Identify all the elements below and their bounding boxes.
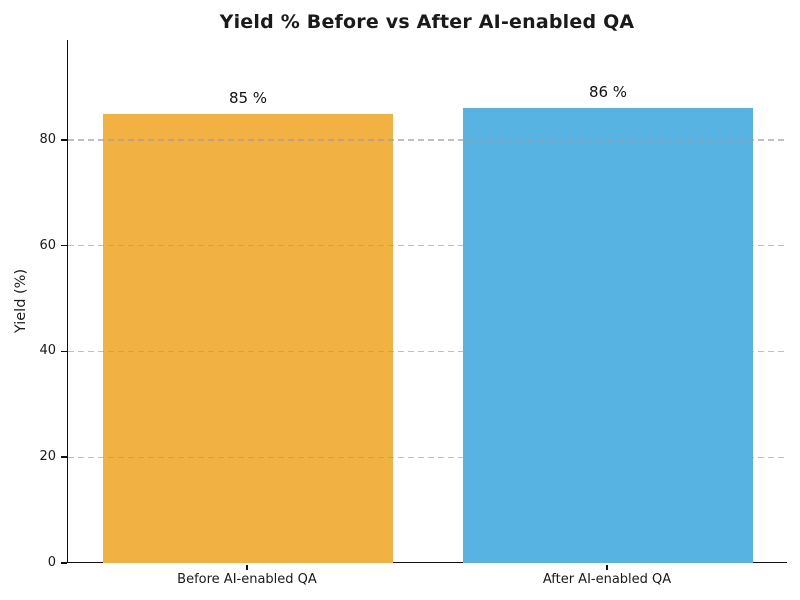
y-tick-mark xyxy=(61,456,67,458)
plot-area: 85 % 86 % xyxy=(67,40,787,563)
y-tick-label: 60 xyxy=(39,237,56,253)
y-tick-mark xyxy=(61,244,67,247)
y-tick-mark xyxy=(61,139,67,141)
y-tick-label: 20 xyxy=(39,449,56,465)
y-tick-label: 0 xyxy=(47,555,56,570)
bar-value-label: 86 % xyxy=(588,83,628,102)
x-tick-mark xyxy=(246,564,248,570)
y-tick-mark xyxy=(61,562,67,564)
y-tick-label: 40 xyxy=(39,343,56,359)
x-tick-mark xyxy=(606,564,608,570)
bar xyxy=(102,113,394,563)
y-axis-label: Yield (%) xyxy=(13,268,29,334)
y-tick-label: 80 xyxy=(39,131,56,147)
y-tick-mark xyxy=(61,350,67,353)
chart-title: Yield % Before vs After AI-enabled QA xyxy=(219,11,635,33)
x-tick-label: After AI-enabled QA xyxy=(542,572,672,587)
bar-value-label: 85 % xyxy=(228,88,268,107)
bars-layer: 85 % 86 % xyxy=(68,40,787,563)
bar xyxy=(462,108,754,563)
x-tick-label: Before AI-enabled QA xyxy=(177,572,317,587)
